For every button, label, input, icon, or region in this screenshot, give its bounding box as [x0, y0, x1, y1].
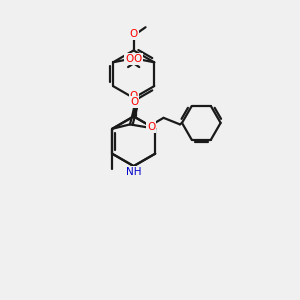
- Text: O: O: [147, 122, 155, 132]
- Text: O: O: [130, 97, 139, 107]
- Text: O: O: [130, 91, 138, 101]
- Text: O: O: [130, 29, 138, 39]
- Text: O: O: [125, 54, 134, 64]
- Text: NH: NH: [126, 167, 141, 177]
- Text: O: O: [134, 54, 142, 64]
